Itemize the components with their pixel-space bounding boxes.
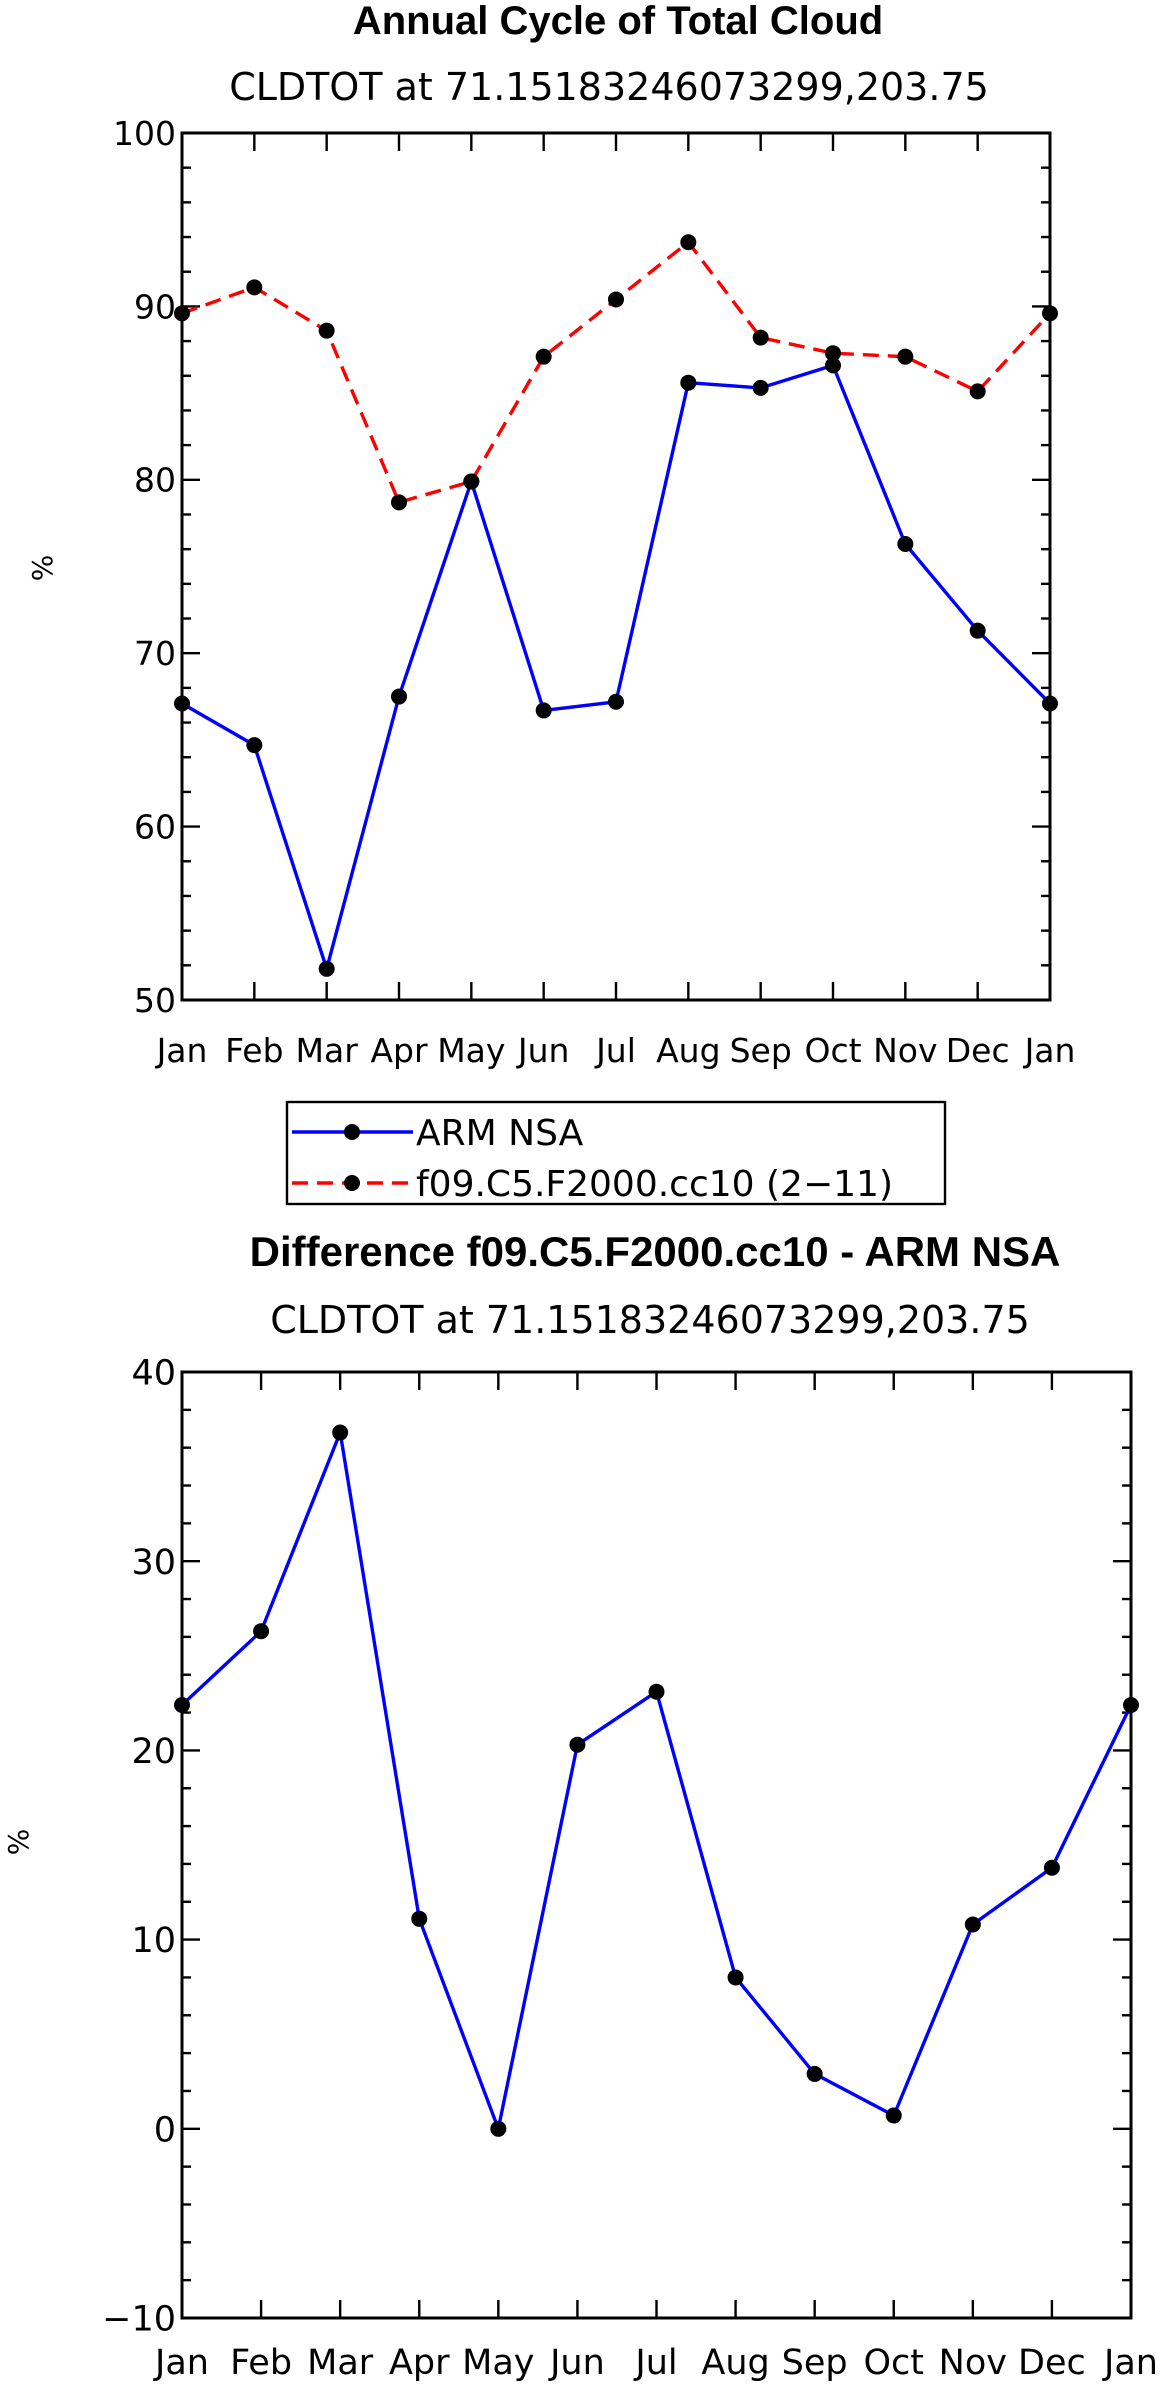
x-tick-label: Nov <box>873 1031 937 1070</box>
x-tick-label: Sep <box>730 1031 792 1070</box>
x-tick-label: Sep <box>782 2343 848 2383</box>
legend-marker-model <box>344 1175 360 1191</box>
data-point <box>332 1424 349 1441</box>
data-point <box>391 688 407 705</box>
y-tick-label: 100 <box>113 114 176 153</box>
data-point <box>964 1916 981 1933</box>
annual-cycle-chart: Annual Cycle of Total Cloud CLDTOT at 71… <box>26 0 1075 1070</box>
y-axis-label: % <box>2 1829 35 1856</box>
data-point <box>727 1969 744 1986</box>
y-tick-label: 50 <box>134 981 176 1020</box>
data-point <box>608 291 624 308</box>
x-tick-label: May <box>437 1031 505 1070</box>
data-point <box>680 374 697 391</box>
data-point <box>885 2107 902 2124</box>
x-tick-label: Apr <box>389 2343 450 2383</box>
x-tick-label: Aug <box>656 1031 720 1070</box>
series-group <box>174 234 1058 977</box>
y-tick-label: 20 <box>131 1732 176 1772</box>
legend-box <box>285 1100 947 1206</box>
x-tick-label: Aug <box>701 2343 769 2383</box>
chart-title: Annual Cycle of Total Cloud <box>353 0 883 43</box>
plot-frame <box>180 1370 1133 2320</box>
x-tick-label: Mar <box>307 2343 374 2383</box>
x-tick-label: Jun <box>516 1031 570 1070</box>
data-point <box>569 1736 586 1753</box>
data-point <box>806 2065 823 2082</box>
y-axis-label: % <box>26 555 59 582</box>
data-point <box>969 622 986 639</box>
data-point <box>969 383 986 400</box>
y-tick-label: −10 <box>102 2300 176 2340</box>
x-tick-label: Nov <box>939 2343 1007 2383</box>
series-line-0 <box>181 363 1052 971</box>
data-point <box>318 960 335 977</box>
x-tick-label: Dec <box>1018 2343 1086 2383</box>
data-point <box>535 702 552 719</box>
plot-frame <box>180 131 1052 1002</box>
data-point <box>253 1623 270 1640</box>
data-point <box>752 379 769 396</box>
data-point <box>535 348 552 365</box>
x-tick-label: Jan <box>1102 2343 1158 2383</box>
legend-entry-model: f09.C5.F2000.cc10 (2−11) <box>292 1164 893 1205</box>
y-tick-label: 80 <box>134 461 176 500</box>
legend: ARM NSA f09.C5.F2000.cc10 (2−11) <box>285 1100 947 1206</box>
data-point <box>825 357 841 374</box>
x-tick-label: May <box>462 2343 534 2383</box>
legend-marker-arm-nsa <box>344 1124 360 1140</box>
series-line-1 <box>181 240 1052 504</box>
difference-chart: Difference f09.C5.F2000.cc10 - ARM NSA C… <box>2 1228 1158 2383</box>
y-tick-label: 0 <box>154 2110 176 2150</box>
data-point <box>246 737 263 754</box>
data-point <box>752 329 769 346</box>
data-point <box>411 1910 428 1927</box>
x-tick-label: Oct <box>804 1031 861 1070</box>
x-tick-label: Jul <box>594 1031 636 1070</box>
y-tick-label: 10 <box>131 1921 176 1961</box>
x-tick-label: Mar <box>296 1031 359 1070</box>
data-point <box>897 348 914 365</box>
chart-subtitle: CLDTOT at 71.15183246073299,203.75 <box>229 65 989 109</box>
data-point <box>391 494 407 511</box>
chart-subtitle: CLDTOT at 71.15183246073299,203.75 <box>270 1298 1030 1342</box>
legend-label-arm-nsa: ARM NSA <box>416 1113 584 1154</box>
x-tick-label: Jan <box>155 1031 208 1070</box>
data-point <box>463 473 480 490</box>
y-tick-label: 60 <box>134 807 176 846</box>
x-tick-label: Dec <box>946 1031 1010 1070</box>
series-group <box>174 1424 1139 2137</box>
data-point <box>1043 1859 1060 1876</box>
data-point <box>490 2120 507 2137</box>
x-tick-label: Feb <box>230 2343 292 2383</box>
data-point <box>897 535 914 552</box>
x-tick-label: Jan <box>1023 1031 1076 1070</box>
x-tick-label: Jun <box>548 2343 605 2383</box>
x-tick-label: Jan <box>153 2343 209 2383</box>
x-tick-label: Feb <box>225 1031 283 1070</box>
data-point <box>318 322 335 339</box>
x-tick-label: Apr <box>370 1031 428 1070</box>
legend-label-model: f09.C5.F2000.cc10 (2−11) <box>416 1164 893 1205</box>
data-point <box>825 345 841 362</box>
x-tick-label: Oct <box>863 2343 924 2383</box>
data-point <box>680 234 697 251</box>
data-point <box>246 279 263 296</box>
y-tick-label: 40 <box>131 1354 176 1394</box>
chart-title: Difference f09.C5.F2000.cc10 - ARM NSA <box>250 1228 1061 1275</box>
data-point <box>608 693 624 710</box>
axis-ticks: Jan Feb Mar Apr May Jun Jul Aug Sep Oct Nov Dec Jan−… <box>102 1354 1158 2383</box>
legend-entry-arm-nsa: ARM NSA <box>292 1113 584 1154</box>
series-line-0 <box>180 1430 1133 2131</box>
y-tick-label: 90 <box>134 287 176 326</box>
x-tick-label: Jul <box>633 2343 677 2383</box>
axis-ticks: Jan Feb Mar Apr May Jun Jul Aug Sep Oct Nov Dec Jan 5… <box>113 114 1075 1070</box>
y-tick-label: 70 <box>134 634 176 673</box>
y-tick-label: 30 <box>131 1543 176 1583</box>
data-point <box>648 1683 665 1700</box>
